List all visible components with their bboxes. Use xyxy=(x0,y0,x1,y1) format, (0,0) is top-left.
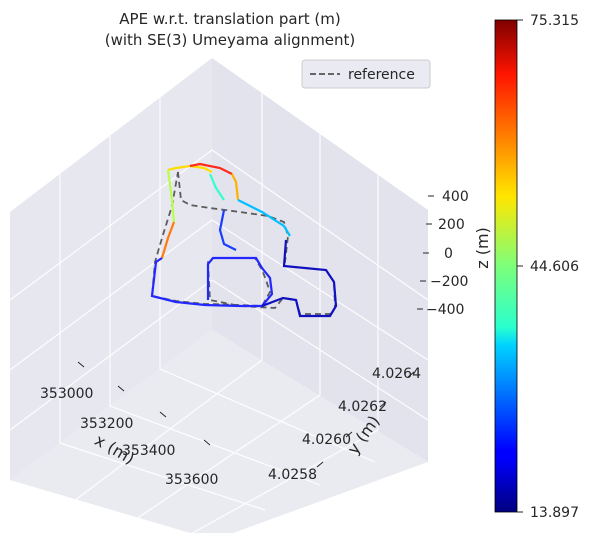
x-tick-label-2: 353400 xyxy=(122,443,175,459)
traj-seg-skyblue xyxy=(237,199,291,237)
z-tick-label-1: 200 xyxy=(438,217,465,233)
colorbar-label-max: 75.315 xyxy=(530,13,579,29)
x-tick-label-1: 353200 xyxy=(80,416,133,432)
z-axis-label: z (m) xyxy=(473,227,492,269)
colorbar: 75.315 44.606 13.897 xyxy=(494,13,579,521)
legend-box xyxy=(301,59,431,89)
z-tick-label-4: −400 xyxy=(426,302,464,318)
legend-reference-label: reference xyxy=(348,67,415,83)
traj-seg-orange2 xyxy=(160,221,176,259)
y-tick-mark-1 xyxy=(345,431,353,438)
z-tick-label-0: 400 xyxy=(442,189,469,205)
axes-3d xyxy=(9,55,438,533)
x-tick-mark-3 xyxy=(203,439,211,446)
z-tick-label-3: −200 xyxy=(430,274,468,290)
x-tick-mark-1 xyxy=(117,385,125,392)
chart-subtitle: (with SE(3) Umeyama alignment) xyxy=(105,31,356,49)
colorbar-label-mid: 44.606 xyxy=(530,259,579,275)
legend: reference xyxy=(301,59,431,89)
y-tick-label-0: 4.0258 xyxy=(268,467,317,483)
y-tick-label-3: 4.0264 xyxy=(372,366,421,382)
gridlines xyxy=(9,93,429,533)
x-tick-mark-2 xyxy=(159,411,167,418)
traj-seg-orange xyxy=(231,173,240,201)
y-tick-mark-2 xyxy=(379,401,387,408)
chart-title: APE w.r.t. translation part (m) xyxy=(119,10,340,28)
z-tick-label-2: 0 xyxy=(444,246,453,262)
y-tick-label-1: 4.0260 xyxy=(302,432,351,448)
traj-seg-blue-b xyxy=(150,256,274,308)
traj-seg-blue-a xyxy=(218,209,237,251)
traj-seg-darkblue xyxy=(261,239,338,318)
traj-seg-cyan xyxy=(208,173,225,201)
colorbar-label-min: 13.897 xyxy=(530,505,579,521)
x-tick-mark-0 xyxy=(77,361,85,368)
y-tick-label-2: 4.0262 xyxy=(338,399,387,415)
traj-seg-red xyxy=(189,162,233,175)
x-tick-label-3: 353600 xyxy=(165,472,218,488)
trajectories xyxy=(150,162,338,318)
traj-seg-lightgreen xyxy=(166,169,176,223)
y-tick-mark-3 xyxy=(407,371,415,378)
x-tick-label-0: 353000 xyxy=(40,386,93,402)
pane-floor xyxy=(10,330,428,533)
colorbar-gradient xyxy=(494,19,518,513)
z-axis: 400 200 0 −200 −400 z (m) xyxy=(417,189,492,318)
y-tick-mark-0 xyxy=(316,461,324,468)
reference-trajectory xyxy=(151,171,336,315)
